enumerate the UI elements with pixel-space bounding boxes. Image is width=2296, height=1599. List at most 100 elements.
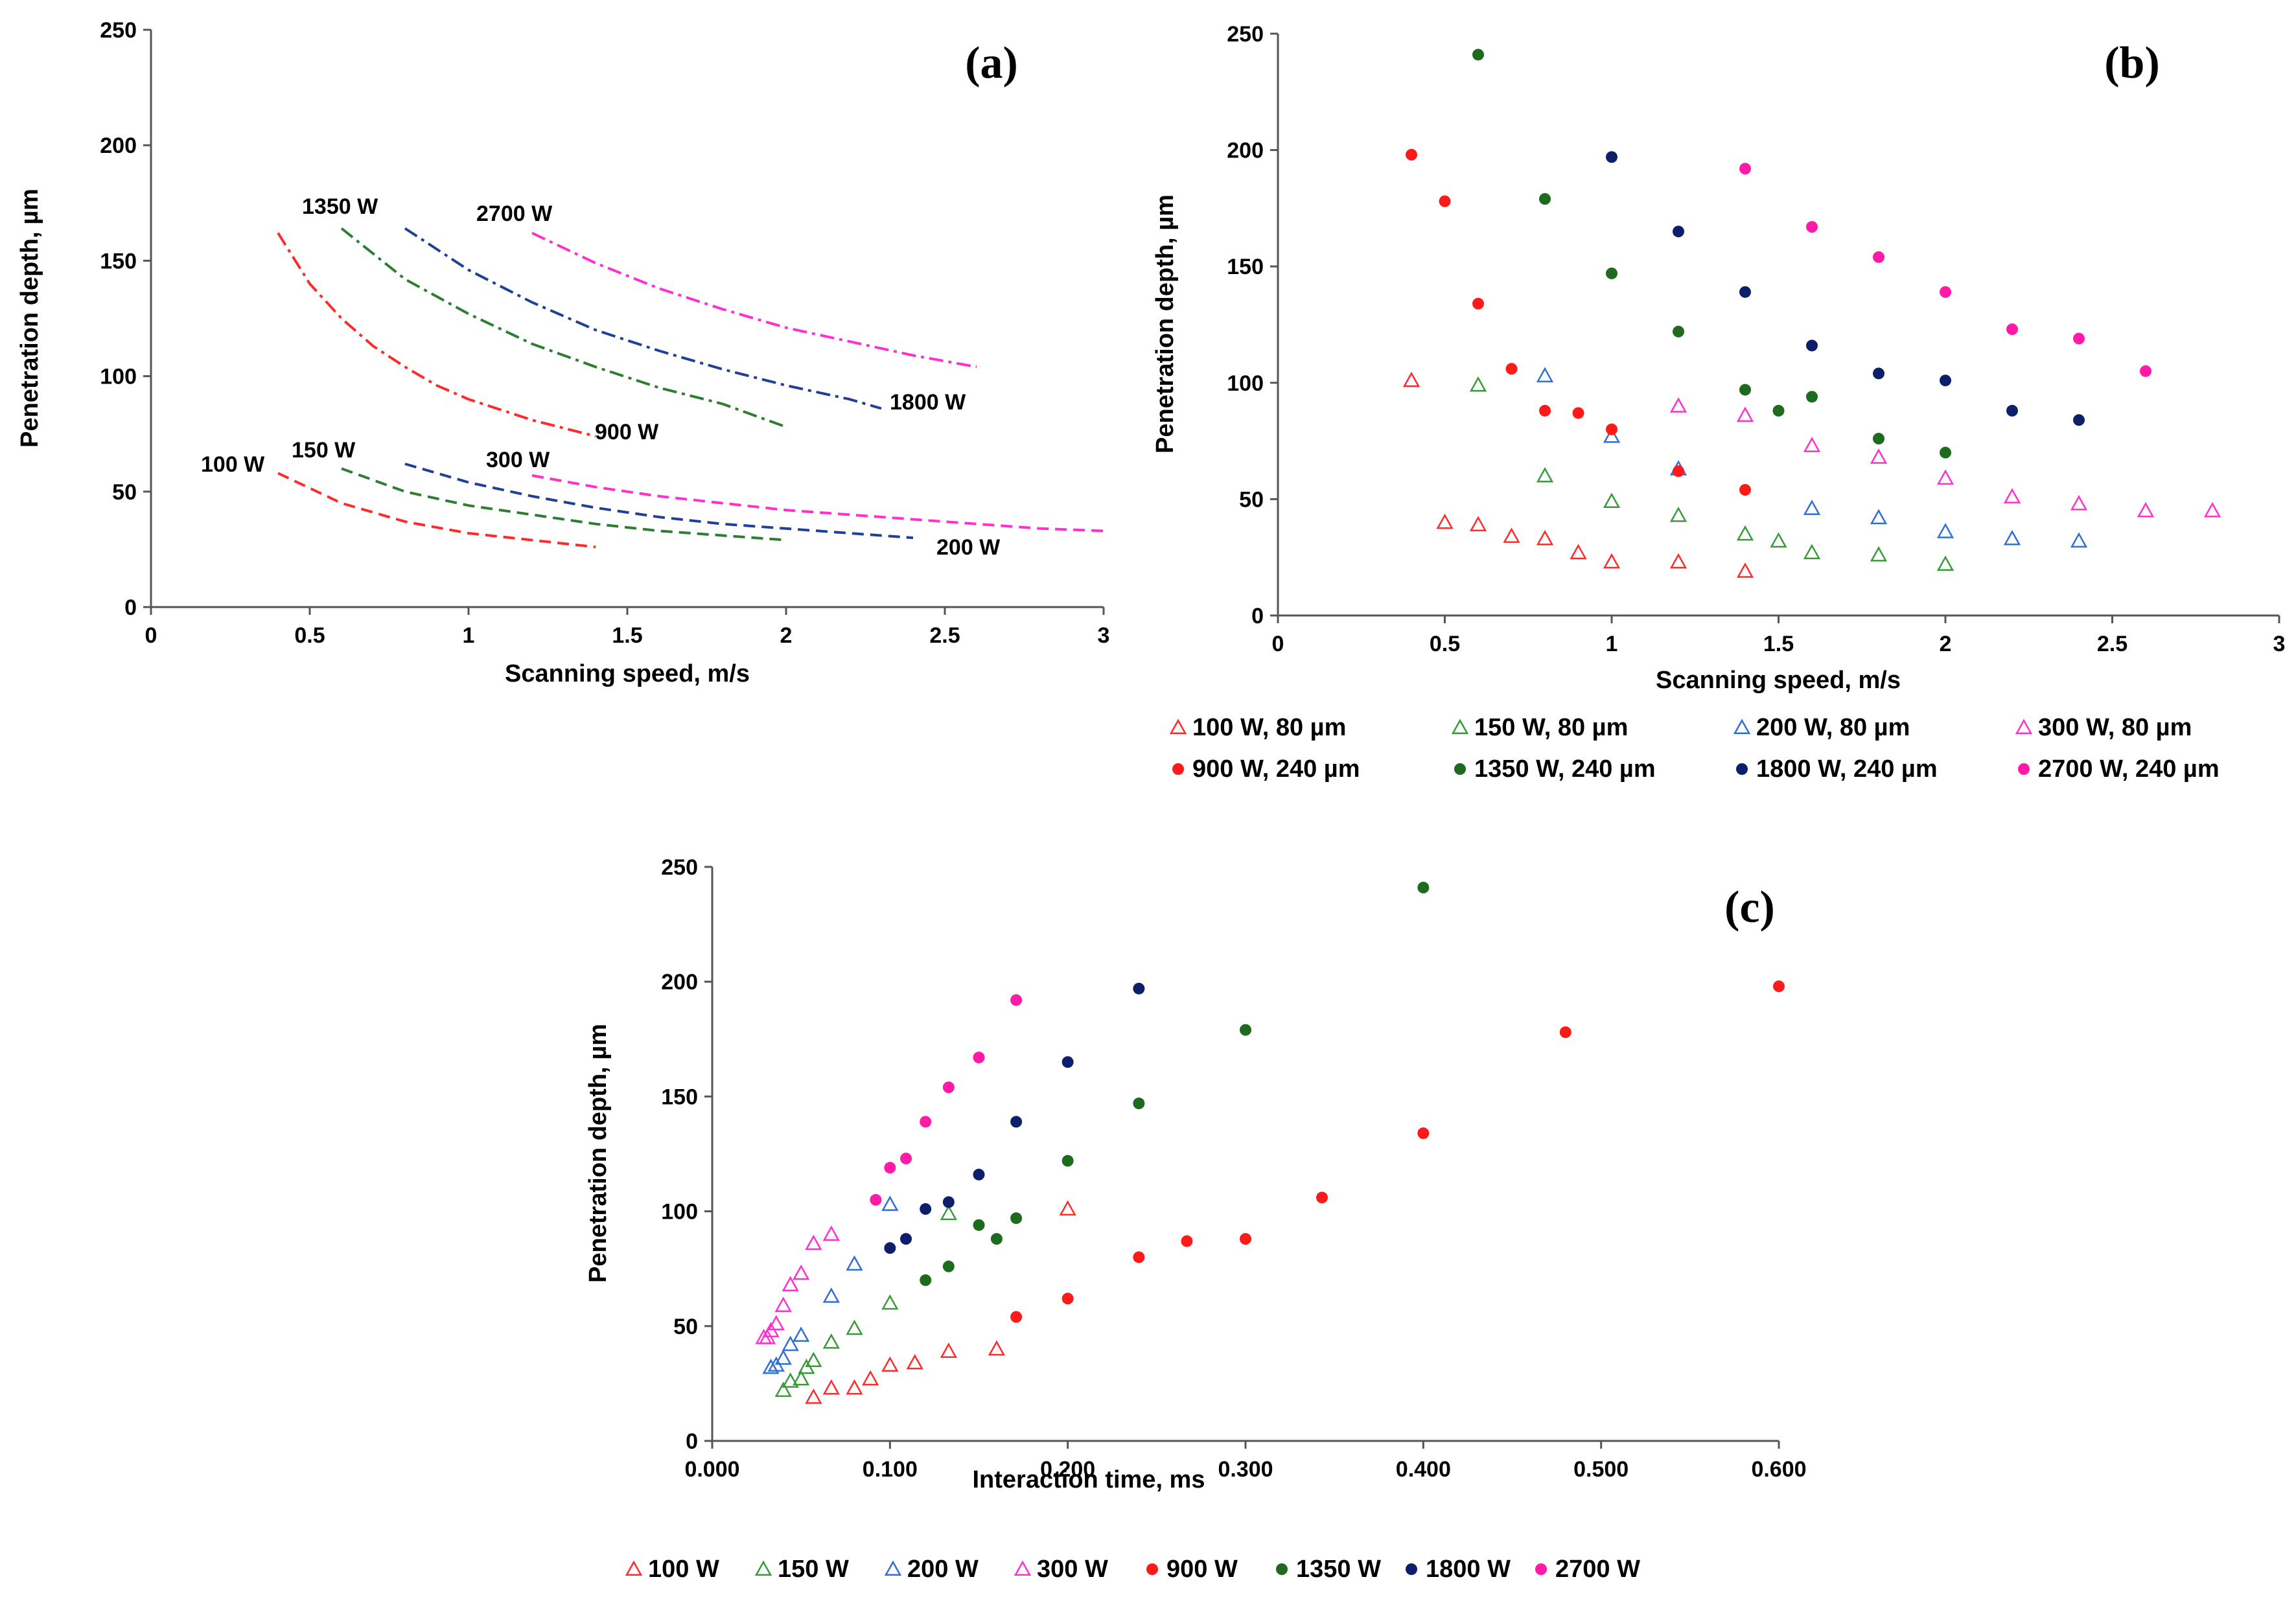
y-tick-label: 100 <box>1227 371 1264 396</box>
data-point <box>940 1342 957 1358</box>
legend-item: 900 W, 240 µm <box>1172 755 1360 783</box>
x-tick-label: 0.200 <box>1040 1457 1095 1482</box>
legend-marker <box>1535 1563 1547 1575</box>
data-point <box>2070 495 2088 511</box>
data-point <box>1806 339 1818 352</box>
data-point <box>870 1193 882 1206</box>
series-label: 1350 W <box>302 194 378 219</box>
x-axis-label: Scanning speed, m/s <box>505 660 750 687</box>
data-point <box>1417 1127 1430 1140</box>
data-point <box>1669 397 1687 413</box>
legend-marker <box>1014 1560 1032 1576</box>
y-tick-label: 50 <box>112 480 137 505</box>
data-point <box>755 1328 772 1344</box>
y-axis-label: Penetration depth, µm <box>585 1024 612 1283</box>
series-line <box>531 231 977 369</box>
legend-label: 150 W, 80 µm <box>1474 714 1628 741</box>
data-point <box>920 1203 932 1215</box>
x-tick-label: 2 <box>1940 632 1952 656</box>
data-point <box>1402 371 1421 387</box>
legend-label: 100 W <box>648 1556 719 1583</box>
y-tick-label: 0 <box>124 595 137 620</box>
data-point <box>1469 376 1487 392</box>
data-point <box>793 1264 810 1280</box>
data-point <box>1010 1212 1023 1225</box>
series-points <box>1402 371 1754 578</box>
data-point <box>1536 466 1554 483</box>
series-points <box>1469 376 1954 571</box>
legend-marker <box>1451 719 1469 735</box>
data-point <box>1010 994 1023 1006</box>
data-point <box>1739 384 1751 396</box>
y-tick-label: 50 <box>673 1315 698 1339</box>
legend-label: 300 W <box>1037 1556 1108 1583</box>
y-tick-label: 250 <box>1227 22 1264 47</box>
legend-item: 200 W, 80 µm <box>1733 714 1910 741</box>
x-tick-label: 2.5 <box>2097 632 2128 656</box>
y-tick-label: 100 <box>661 1200 698 1225</box>
data-point <box>1936 555 1954 571</box>
x-tick-label: 1.5 <box>612 623 642 648</box>
data-point <box>782 1372 799 1388</box>
data-point <box>988 1340 1006 1356</box>
x-tick-label: 1 <box>1606 632 1618 656</box>
data-point <box>1133 1098 1145 1110</box>
series-points <box>1669 397 2221 518</box>
legend-marker <box>1146 1563 1158 1575</box>
data-point <box>1870 509 1888 525</box>
series-label: 150 W <box>292 438 356 463</box>
data-point <box>1436 513 1454 529</box>
series-points <box>920 881 1430 1286</box>
data-point <box>1940 374 1951 387</box>
data-point <box>1061 1293 1074 1305</box>
data-point <box>1673 325 1684 338</box>
panel-a: 0 50 100 150 200 250 0 0.5 1 1.5 2 2.5 3 Scanning spe… <box>16 18 1109 687</box>
series-points <box>1010 980 1785 1323</box>
data-point <box>822 1225 840 1241</box>
data-point <box>1936 523 1954 538</box>
data-point <box>884 1162 896 1174</box>
data-point <box>1673 465 1684 477</box>
x-axis-label: Scanning speed, m/s <box>1656 667 1901 694</box>
legend-label: 2700 W, 240 µm <box>2038 755 2220 783</box>
panel-label: (a) <box>965 38 1018 88</box>
data-point <box>822 1287 840 1303</box>
series-line <box>404 227 882 410</box>
data-point <box>822 1333 840 1349</box>
y-tick-label: 250 <box>661 855 698 880</box>
data-point <box>1536 529 1554 546</box>
data-point <box>1870 448 1888 464</box>
data-point <box>1059 1200 1076 1216</box>
data-point <box>2137 501 2155 518</box>
legend-label: 100 W, 80 µm <box>1192 714 1346 741</box>
data-point <box>881 1356 899 1372</box>
data-point <box>1010 1116 1023 1128</box>
legend-label: 1350 W, 240 µm <box>1474 755 1656 783</box>
data-point <box>1803 544 1821 560</box>
data-point <box>2006 404 2018 417</box>
legend-item: 100 W, 80 µm <box>1169 714 1346 741</box>
data-point <box>1669 553 1687 569</box>
data-point <box>1739 484 1751 496</box>
data-point <box>1572 407 1584 419</box>
data-point <box>2006 323 2018 336</box>
legend-marker <box>1172 763 1184 775</box>
y-tick-label: 200 <box>661 970 698 995</box>
series-label: 900 W <box>595 420 659 444</box>
data-point <box>1673 225 1684 238</box>
data-point <box>1061 1155 1074 1167</box>
data-point <box>2073 332 2085 345</box>
series-label: 2700 W <box>476 201 553 226</box>
data-point <box>846 1319 863 1335</box>
data-point <box>762 1359 780 1374</box>
legend-marker <box>1276 1563 1288 1575</box>
series-points <box>1606 151 2085 426</box>
data-point <box>973 1052 985 1064</box>
series-line <box>340 227 787 428</box>
data-point <box>1739 286 1751 298</box>
data-point <box>1773 980 1785 993</box>
legend-item: 1800 W, 240 µm <box>1736 755 1938 783</box>
legend-item: 150 W, 80 µm <box>1451 714 1628 741</box>
y-tick-label: 100 <box>100 365 137 389</box>
legend-label: 1800 W, 240 µm <box>1756 755 1938 783</box>
